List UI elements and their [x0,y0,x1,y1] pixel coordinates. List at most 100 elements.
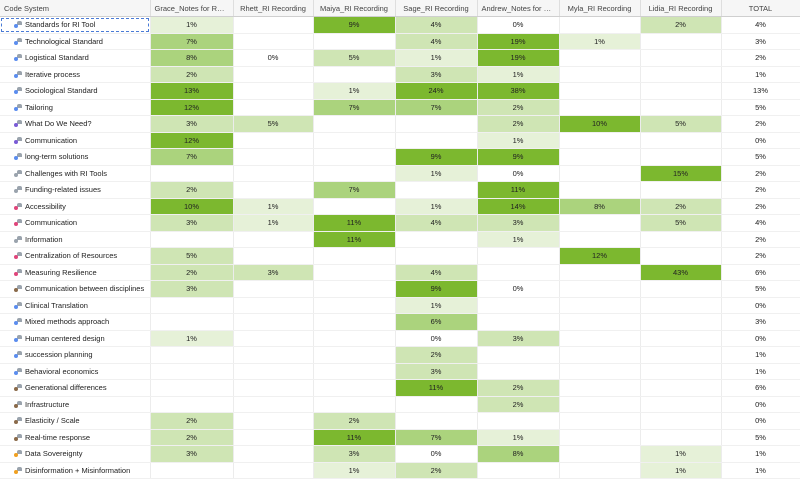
value-cell[interactable] [233,33,314,50]
value-cell[interactable]: 1% [395,198,478,215]
value-cell[interactable]: 1% [395,165,478,182]
value-cell[interactable]: 0% [395,445,478,463]
total-cell[interactable]: 2% [721,181,800,199]
value-cell[interactable] [640,297,722,314]
code-cell-human-centered-design[interactable]: Human centered design [0,330,151,347]
value-cell[interactable] [640,132,722,149]
total-cell[interactable]: 1% [721,462,800,479]
table-row[interactable]: Sociological Standard 13% 1% 24% 38% 13% [0,82,800,100]
value-cell[interactable] [477,264,560,281]
value-cell[interactable] [640,231,722,248]
value-cell[interactable] [313,165,396,182]
code-cell-measuring-resilience[interactable]: Measuring Resilience [0,264,151,281]
table-row[interactable]: Information 11% 1% 2% [0,231,800,248]
code-cell-mixed-methods-approach[interactable]: Mixed methods approach [0,313,151,331]
table-row[interactable]: Real-time response 2% 11% 7% 1% 5% [0,429,800,446]
table-row[interactable]: Communication 3% 1% 11% 4% 3% 5% 4% [0,214,800,232]
code-cell-disinformation-misinformation[interactable]: Disinformation + Misinformation [0,462,151,479]
value-cell[interactable] [477,313,560,331]
value-cell[interactable]: 43% [640,264,722,281]
table-row[interactable]: Behavioral economics 3% 1% [0,363,800,380]
value-cell[interactable] [313,379,396,397]
value-cell[interactable] [233,231,314,248]
value-cell[interactable]: 3% [150,445,234,463]
code-cell-infrastructure[interactable]: Infrastructure [0,396,151,413]
table-row[interactable]: Elasticity / Scale 2% 2% 0% [0,412,800,430]
value-cell[interactable]: 7% [395,429,478,446]
value-cell[interactable]: 2% [640,198,722,215]
value-cell[interactable] [313,33,396,50]
value-cell[interactable] [559,412,641,430]
code-cell-accessibility[interactable]: Accessibility [0,198,151,215]
value-cell[interactable] [559,148,641,166]
value-cell[interactable] [559,49,641,67]
total-cell[interactable]: 0% [721,297,800,314]
total-cell[interactable]: 1% [721,346,800,364]
value-cell[interactable]: 8% [559,198,641,215]
table-row[interactable]: Tailoring 12% 7% 7% 2% 5% [0,99,800,116]
value-cell[interactable] [559,297,641,314]
value-cell[interactable] [559,462,641,479]
value-cell[interactable] [640,99,722,116]
value-cell[interactable] [640,82,722,100]
value-cell[interactable]: 5% [150,247,234,265]
value-cell[interactable] [233,330,314,347]
total-cell[interactable]: 6% [721,264,800,281]
value-cell[interactable] [233,132,314,149]
value-cell[interactable] [233,429,314,446]
code-cell-succession-planning[interactable]: succession planning [0,346,151,364]
value-cell[interactable] [477,412,560,430]
value-cell[interactable]: 2% [640,16,722,34]
value-cell[interactable] [313,313,396,331]
code-cell-data-sovereignty[interactable]: Data Sovereignty [0,445,151,463]
table-row[interactable]: Disinformation + Misinformation 1% 2% 1% 1% [0,462,800,479]
total-cell[interactable]: 5% [721,148,800,166]
value-cell[interactable]: 13% [150,82,234,100]
value-cell[interactable]: 7% [150,148,234,166]
value-cell[interactable] [233,247,314,265]
value-cell[interactable]: 14% [477,198,560,215]
value-cell[interactable] [559,445,641,463]
table-row[interactable]: Human centered design 1% 0% 3% 0% [0,330,800,347]
value-cell[interactable]: 12% [150,132,234,149]
value-cell[interactable] [477,297,560,314]
value-cell[interactable] [640,33,722,50]
value-cell[interactable]: 38% [477,82,560,100]
value-cell[interactable] [559,379,641,397]
value-cell[interactable]: 1% [477,429,560,446]
value-cell[interactable]: 9% [395,280,478,298]
value-cell[interactable] [313,297,396,314]
value-cell[interactable]: 9% [395,148,478,166]
value-cell[interactable]: 5% [233,115,314,133]
value-cell[interactable]: 2% [150,181,234,199]
value-cell[interactable]: 2% [150,264,234,281]
table-row[interactable]: Generational differences 11% 2% 6% [0,379,800,397]
value-cell[interactable]: 1% [477,132,560,149]
column-header-total[interactable]: TOTAL [721,0,800,17]
total-cell[interactable]: 0% [721,412,800,430]
table-row[interactable]: Funding-related issues 2% 7% 11% 2% [0,181,800,199]
value-cell[interactable] [233,181,314,199]
value-cell[interactable] [233,445,314,463]
value-cell[interactable] [150,165,234,182]
total-cell[interactable]: 5% [721,429,800,446]
code-cell-iterative-process[interactable]: Iterative process [0,66,151,83]
value-cell[interactable]: 2% [395,462,478,479]
table-row[interactable]: long-term solutions 7% 9% 9% 5% [0,148,800,166]
value-cell[interactable]: 8% [150,49,234,67]
value-cell[interactable]: 0% [477,280,560,298]
total-cell[interactable]: 2% [721,115,800,133]
code-cell-elasticity-scale[interactable]: Elasticity / Scale [0,412,151,430]
code-cell-behavioral-economics[interactable]: Behavioral economics [0,363,151,380]
code-cell-long-term-solutions[interactable]: long-term solutions [0,148,151,166]
value-cell[interactable] [559,313,641,331]
value-cell[interactable]: 1% [640,462,722,479]
value-cell[interactable] [233,99,314,116]
table-row[interactable]: Communication 12% 1% 0% [0,132,800,149]
value-cell[interactable] [150,346,234,364]
value-cell[interactable] [559,66,641,83]
value-cell[interactable]: 2% [150,412,234,430]
value-cell[interactable] [559,231,641,248]
value-cell[interactable] [150,231,234,248]
value-cell[interactable]: 3% [395,66,478,83]
